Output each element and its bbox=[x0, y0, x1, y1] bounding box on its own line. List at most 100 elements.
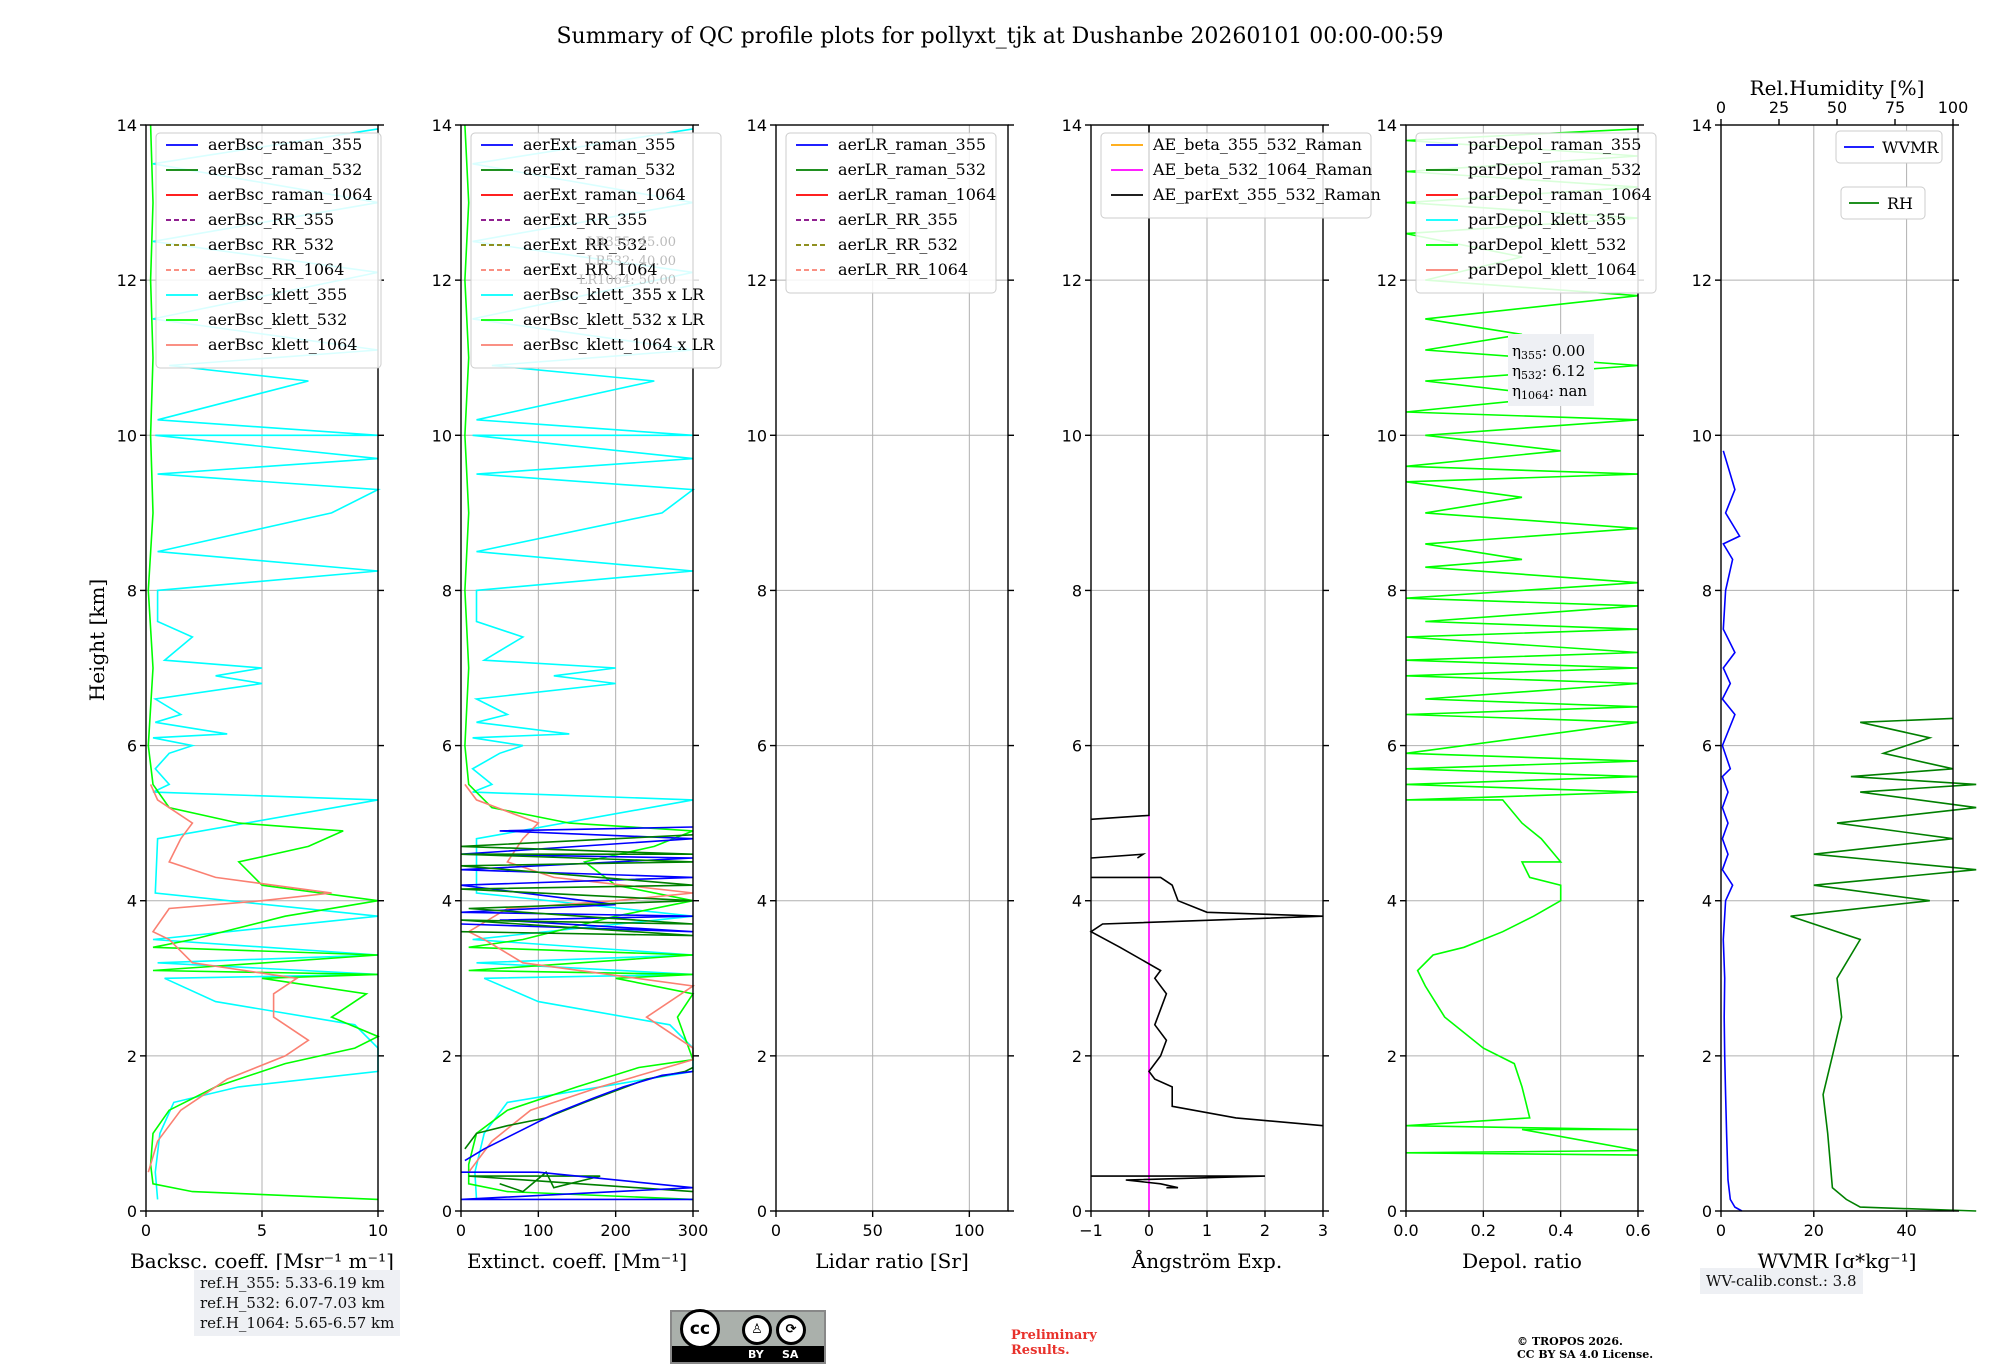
series-aerBsc_klett_1064 x LR bbox=[464, 783, 696, 1173]
axes-frame bbox=[460, 124, 694, 1212]
x-tick-label: 0.6 bbox=[1625, 1221, 1650, 1240]
y-tick-label: 14 bbox=[1692, 116, 1712, 135]
x-tick-label: 5 bbox=[257, 1221, 267, 1240]
legend-label: aerExt_raman_1064 bbox=[523, 185, 686, 204]
x-tick-label: 1 bbox=[1202, 1221, 1212, 1240]
series-WVMR bbox=[1721, 450, 1743, 1212]
y-tick-label: 0 bbox=[757, 1202, 767, 1221]
legend-label: aerBsc_raman_1064 bbox=[208, 185, 373, 204]
legend-label: aerBsc_klett_1064 bbox=[208, 335, 357, 354]
legend-label: aerLR_RR_1064 bbox=[838, 260, 968, 279]
eta-sub-355: 355 bbox=[1521, 349, 1542, 362]
preliminary-note: Preliminary Results. bbox=[1011, 1328, 1097, 1358]
top-x-tick-label: 75 bbox=[1885, 98, 1905, 117]
series-AE_parExt_355_532_Raman bbox=[1091, 1175, 1266, 1189]
legend-label: aerBsc_raman_532 bbox=[208, 160, 362, 179]
x-tick-label: 0 bbox=[1716, 1221, 1726, 1240]
y-tick-label: 0 bbox=[1072, 1202, 1082, 1221]
legend-label: aerLR_RR_532 bbox=[838, 235, 958, 254]
y-tick-label: 6 bbox=[127, 737, 137, 756]
panel-1: 0 2 4 6 8 10 12 14 0 5 10 Backsc. coeff. [Msr⁻¹ m⁻¹… bbox=[117, 116, 394, 1273]
y-axis-label: Height [km] bbox=[85, 579, 109, 701]
y-tick-label: 8 bbox=[127, 581, 137, 600]
legend-label: aerExt_RR_532 bbox=[523, 235, 647, 254]
legend-label: aerLR_raman_355 bbox=[838, 135, 986, 154]
axes-frame bbox=[1405, 124, 1639, 1212]
series-aerBsc_klett_355 bbox=[152, 128, 381, 1200]
x-axis-label: Lidar ratio [Sr] bbox=[815, 1249, 969, 1273]
y-tick-label: 6 bbox=[757, 737, 767, 756]
x-tick-label: 0 bbox=[456, 1221, 466, 1240]
y-tick-label: 12 bbox=[747, 271, 767, 290]
y-tick-label: 8 bbox=[442, 581, 452, 600]
legend-label: AE_beta_355_532_Raman bbox=[1152, 135, 1362, 154]
y-tick-label: 10 bbox=[1377, 426, 1397, 445]
x-tick-label: 0 bbox=[1144, 1221, 1154, 1240]
y-tick-label: 10 bbox=[747, 426, 767, 445]
y-tick-label: 2 bbox=[1072, 1047, 1082, 1066]
y-tick-label: 10 bbox=[432, 426, 452, 445]
legend-label: aerBsc_klett_355 bbox=[208, 285, 347, 304]
ref-height-532: ref.H_532: 6.07-7.03 km bbox=[200, 1294, 385, 1312]
preliminary-line-2: Results. bbox=[1011, 1343, 1070, 1358]
y-tick-label: 10 bbox=[117, 426, 137, 445]
panel-3: 0 2 4 6 8 10 12 14 0 50 100 Lidar ratio [Sr] aerLR_r… bbox=[747, 116, 1014, 1273]
x-tick-label: 0 bbox=[771, 1221, 781, 1240]
legend-label: aerBsc_klett_532 bbox=[208, 310, 347, 329]
x-tick-label: 40 bbox=[1896, 1221, 1916, 1240]
eta-sub-532: 532 bbox=[1521, 369, 1542, 382]
series-AE_parExt_355_532_Raman_upper bbox=[1090, 125, 1150, 821]
y-tick-label: 2 bbox=[757, 1047, 767, 1066]
figure-title: Summary of QC profile plots for pollyxt_… bbox=[556, 24, 1443, 49]
x-tick-label: 0.4 bbox=[1548, 1221, 1573, 1240]
y-tick-label: 0 bbox=[127, 1202, 137, 1221]
legend-label: aerLR_raman_532 bbox=[838, 160, 986, 179]
y-tick-label: 4 bbox=[1072, 892, 1082, 911]
series-AE_parExt_355_532_Raman_main bbox=[1089, 876, 1324, 1127]
legend-label: aerExt_RR_1064 bbox=[523, 260, 658, 279]
x-tick-label: 0.0 bbox=[1393, 1221, 1418, 1240]
series-aerBsc_klett_355 x LR bbox=[471, 128, 696, 1200]
legend-label: parDepol_raman_1064 bbox=[1468, 185, 1652, 204]
y-tick-label: 10 bbox=[1062, 426, 1082, 445]
cc-logo-icon: cc bbox=[680, 1309, 720, 1349]
series-aerExt_raman_532 bbox=[464, 1066, 694, 1150]
legend-label: aerLR_raman_1064 bbox=[838, 185, 996, 204]
eta-val-532: : 6.12 bbox=[1542, 362, 1585, 380]
legend-label: aerBsc_RR_1064 bbox=[208, 260, 344, 279]
series-RH bbox=[1790, 717, 1977, 1212]
legend-label: aerBsc_klett_355 x LR bbox=[523, 285, 705, 304]
y-tick-label: 4 bbox=[1702, 892, 1712, 911]
legend-box bbox=[1840, 186, 1926, 220]
x-tick-label: 0.2 bbox=[1471, 1221, 1496, 1240]
ref-height-1064: ref.H_1064: 5.65-6.57 km bbox=[200, 1314, 395, 1332]
legend-label: aerBsc_RR_355 bbox=[208, 210, 334, 229]
legend-label: RH bbox=[1887, 194, 1913, 213]
panel-2: 0 2 4 6 8 10 12 14 0 100 200 300 Extinct. coeff. [Mm… bbox=[432, 116, 722, 1273]
legend-box bbox=[1835, 130, 1943, 164]
y-tick-label: 2 bbox=[1702, 1047, 1712, 1066]
eta-box bbox=[1508, 334, 1594, 406]
legend-label: aerBsc_RR_532 bbox=[208, 235, 334, 254]
preliminary-line-1: Preliminary bbox=[1011, 1328, 1097, 1343]
series-aerExt_raman_532_low bbox=[468, 1170, 694, 1193]
series-aerBsc_klett_532 bbox=[147, 124, 380, 1201]
series-aerExt_raman_355 bbox=[464, 1070, 694, 1162]
legend-label: parDepol_klett_1064 bbox=[1468, 260, 1637, 279]
x-tick-label: 10 bbox=[368, 1221, 388, 1240]
y-tick-label: 4 bbox=[1387, 892, 1397, 911]
y-tick-label: 14 bbox=[117, 116, 137, 135]
eta-sub-1064: 1064 bbox=[1521, 389, 1549, 402]
x-tick-label: 2 bbox=[1260, 1221, 1270, 1240]
eta-val-1064: : nan bbox=[1549, 382, 1587, 400]
lr-note: LR1064: 50.00 bbox=[579, 273, 676, 288]
y-tick-label: 14 bbox=[1062, 116, 1082, 135]
top-x-tick-label: 0 bbox=[1716, 98, 1726, 117]
y-tick-label: 8 bbox=[757, 581, 767, 600]
series-aerExt_raman_355_mid bbox=[460, 826, 694, 933]
legend-label: parDepol_klett_532 bbox=[1468, 235, 1626, 254]
top-x-tick-label: 50 bbox=[1827, 98, 1847, 117]
